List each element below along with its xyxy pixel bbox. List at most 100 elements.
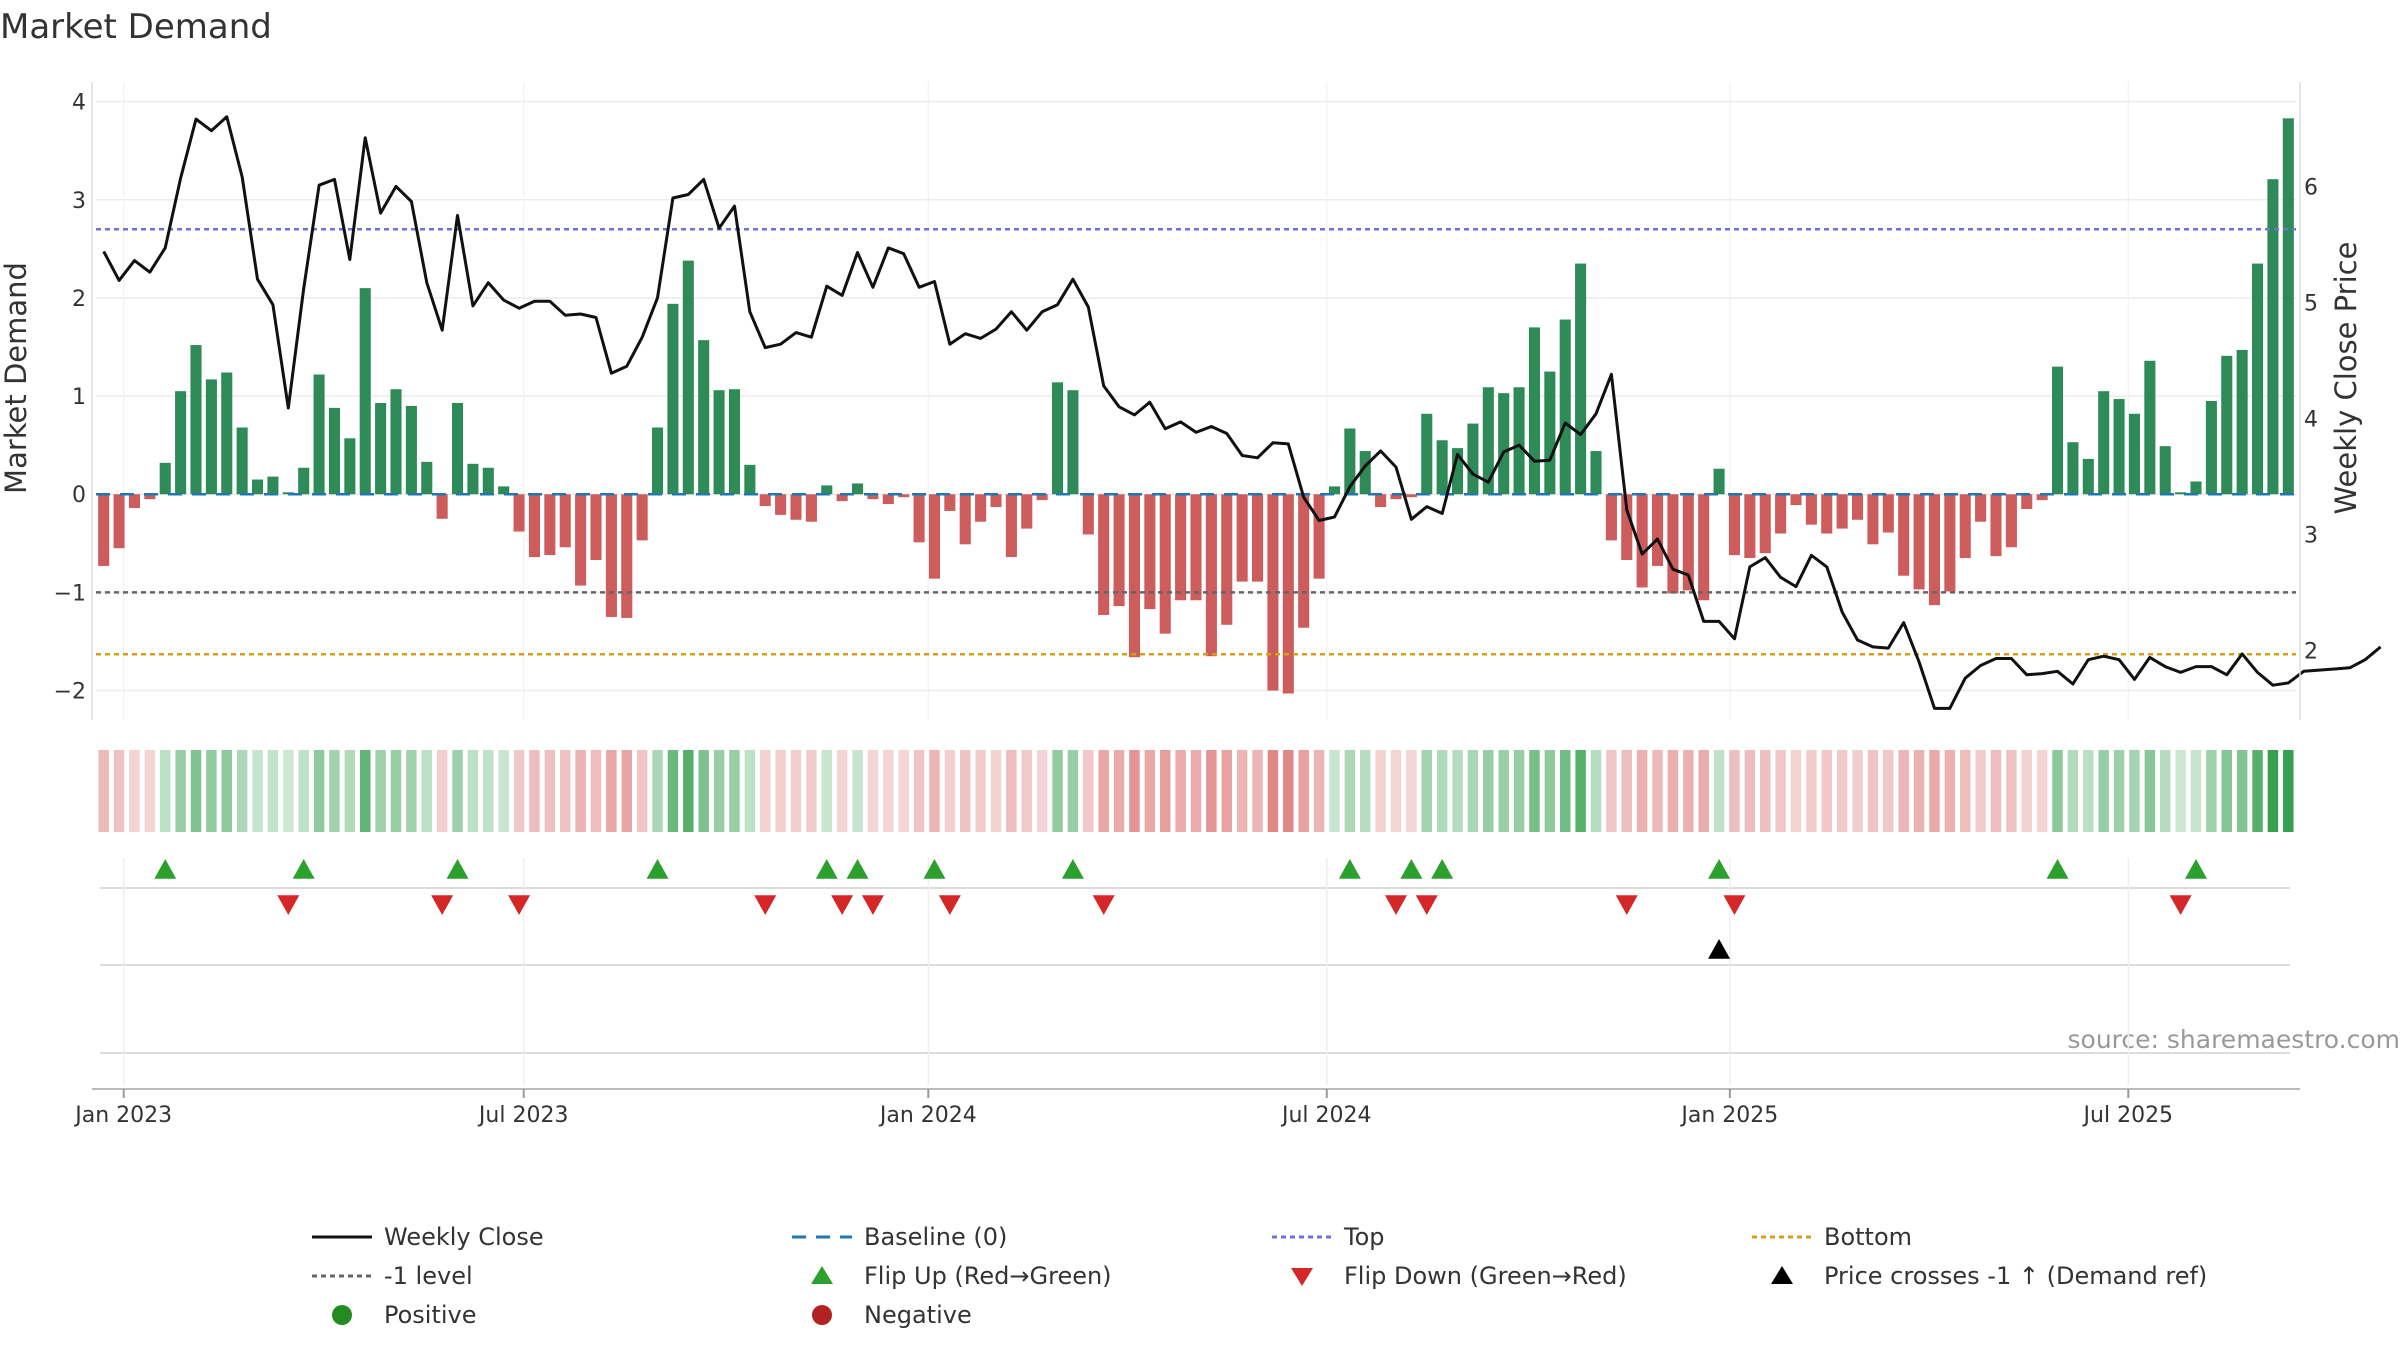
demand-strip-cell [1760,750,1771,832]
flip-up-marker [846,859,869,879]
demand-bar-negative [759,494,771,507]
demand-strip-cell [1113,750,1125,832]
demand-bar-negative [1375,494,1387,508]
demand-strip-cell [1836,750,1848,832]
demand-bar-negative [1867,494,1879,545]
demand-bar-positive [221,372,233,495]
x-tick-label: Jul 2025 [2082,1103,2174,1128]
demand-strip-cell [1929,750,1940,832]
demand-bar-positive [2282,118,2294,495]
demand-bar-positive [1359,451,1371,495]
demand-strip-cell [2190,750,2202,832]
demand-strip-cell [1283,750,1294,832]
flip-down-marker [831,895,854,915]
demand-bar-negative [928,494,940,579]
demand-bar-positive [852,483,864,495]
flip-up-marker [2046,859,2069,879]
demand-bar-positive [482,467,494,495]
demand-strip-cell [713,750,725,832]
demand-strip-cell [1636,750,1648,832]
legend-item: -1 level [312,1262,473,1290]
demand-bar-negative [1605,494,1617,541]
demand-bar-positive [1328,486,1340,495]
demand-bar-negative [775,494,787,515]
demand-bar-positive [2098,391,2110,495]
demand-strip-cell [1267,750,1279,832]
demand-bar-negative [528,494,540,558]
demand-strip-cell [560,750,571,832]
demand-bar-negative [1652,494,1664,566]
demand-strip-cell [852,750,863,832]
demand-bar-positive [1544,371,1556,495]
flip-up-marker [1061,859,1084,879]
demand-strip-cell [2252,750,2263,832]
demand-bar-positive [2128,413,2140,495]
demand-bar-negative [1882,494,1894,533]
demand-bar-positive [1482,387,1494,495]
demand-bar-negative [1221,494,1233,625]
demand-bar-negative [1175,494,1187,601]
demand-bar-negative [1159,494,1171,634]
demand-bar-negative [1990,494,2002,557]
demand-bar-positive [1052,382,1064,495]
flip-down-marker [2169,895,2192,915]
source-label: source: sharemaestro.com [2068,1025,2400,1054]
demand-bar-negative [990,494,1002,508]
demand-strip-cell [2129,750,2140,832]
y-tick-label-right: 2 [2304,639,2318,664]
legend-label: Weekly Close [384,1223,544,1251]
demand-strip-cell [1883,750,1894,832]
demand-bar-negative [1298,494,1310,628]
legend-label: Top [1343,1223,1385,1251]
demand-strip-cell [2283,750,2294,832]
demand-bar-positive [190,345,202,495]
demand-strip-cell [990,750,1002,832]
demand-strip-cell [467,750,479,832]
demand-bar-negative [1621,494,1633,561]
demand-strip-cell [636,750,648,832]
demand-strip-cell [1513,750,1525,832]
demand-bar-negative [1944,494,1956,592]
demand-strip-cell [313,750,325,832]
demand-bar-positive [205,379,217,495]
demand-strip-cell [1775,750,1786,832]
demand-strip-cell [898,750,909,832]
demand-bar-positive [698,340,710,495]
demand-bar-negative [1898,494,1910,576]
demand-bar-negative [1975,494,1987,522]
demand-bar-negative [1636,494,1648,588]
demand-strip-cell [1698,750,1709,832]
demand-bar-positive [2267,179,2279,495]
demand-strip-cell [1175,750,1186,832]
demand-strip-cell [2006,750,2017,832]
demand-bar-negative [867,494,879,500]
demand-bar-negative [1805,494,1817,525]
demand-strip-cell [606,750,617,832]
demand-strip-cell [236,750,248,832]
demand-strip-cell [1098,750,1109,832]
legend-item: Negative [812,1301,972,1329]
demand-strip-cell [775,750,786,832]
demand-bar-negative [898,494,910,498]
flip-down-marker [754,895,777,915]
demand-strip-cell [1498,750,1509,832]
demand-bar-negative [1190,494,1202,601]
demand-bar-positive [1513,387,1525,495]
flip-up-marker [446,859,469,879]
demand-strip-cell [2052,750,2063,832]
legend-label: Baseline (0) [864,1223,1007,1251]
demand-bar-positive [405,405,417,495]
demand-strip-cell [1236,750,1248,832]
demand-bar-positive [375,402,387,495]
x-tick-label: Jan 2023 [73,1103,172,1128]
demand-strip-cell [160,750,171,832]
demand-bar-positive [2175,492,2187,495]
demand-strip-cell [344,750,356,832]
demand-bar-negative [1836,494,1848,529]
demand-bar-positive [2252,263,2264,495]
demand-bar-negative [1790,494,1802,506]
legend-item: Flip Up (Red→Green) [811,1262,1112,1290]
demand-bar-negative [1036,494,1048,501]
demand-strip-cell [2236,750,2248,832]
flip-up-marker [2185,859,2207,879]
